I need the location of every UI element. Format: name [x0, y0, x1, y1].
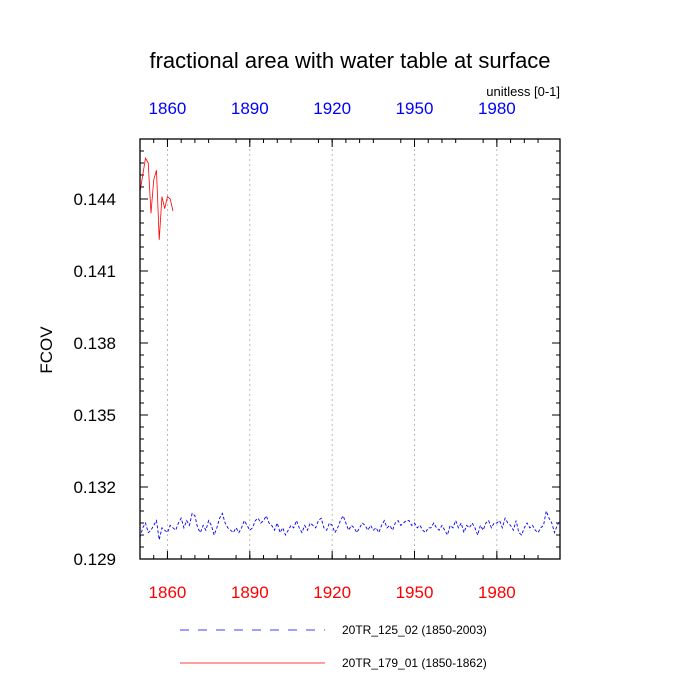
plot-frame: [139, 138, 561, 560]
x-tick-label-bottom: 1860: [149, 583, 187, 602]
y-tick-label: 0.144: [73, 190, 116, 209]
x-tick-label-bottom: 1920: [313, 583, 351, 602]
x-tick-label-bottom: 1890: [231, 583, 269, 602]
y-axis-label: FCOV: [37, 326, 56, 374]
x-tick-labels-bottom: 1860 1890 1920 1950 1980: [149, 583, 516, 602]
x-tick-label-top: 1860: [149, 99, 187, 118]
chart-title: fractional area with water table at surf…: [149, 48, 550, 73]
minor-ticks: [139, 139, 560, 559]
x-tick-label-top: 1920: [313, 99, 351, 118]
x-tick-label-top: 1980: [478, 99, 516, 118]
grid-lines: [166, 139, 498, 559]
x-tick-label-bottom: 1950: [396, 583, 434, 602]
y-tick-label: 0.129: [73, 550, 116, 569]
y-tick-label: 0.132: [73, 478, 116, 497]
legend: 20TR_125_02 (1850-2003) 20TR_179_01 (185…: [180, 623, 487, 670]
legend-label-series-1: 20TR_125_02 (1850-2003): [342, 623, 487, 637]
y-tick-label: 0.138: [73, 334, 116, 353]
y-tick-label: 0.141: [73, 262, 116, 281]
series-line-2: [139, 157, 174, 240]
x-tick-label-top: 1950: [396, 99, 434, 118]
units-label: unitless [0-1]: [486, 84, 560, 99]
x-tick-label-bottom: 1980: [478, 583, 516, 602]
x-tick-label-top: 1890: [231, 99, 269, 118]
legend-label-series-2: 20TR_179_01 (1850-1862): [342, 656, 487, 670]
y-tick-labels: 0.129 0.132 0.135 0.138 0.141 0.144: [73, 190, 560, 569]
series-line-1: [139, 509, 561, 540]
x-tick-labels-top: 1860 1890 1920 1950 1980: [149, 99, 516, 118]
y-tick-label: 0.135: [73, 406, 116, 425]
series-layer: [139, 157, 561, 540]
